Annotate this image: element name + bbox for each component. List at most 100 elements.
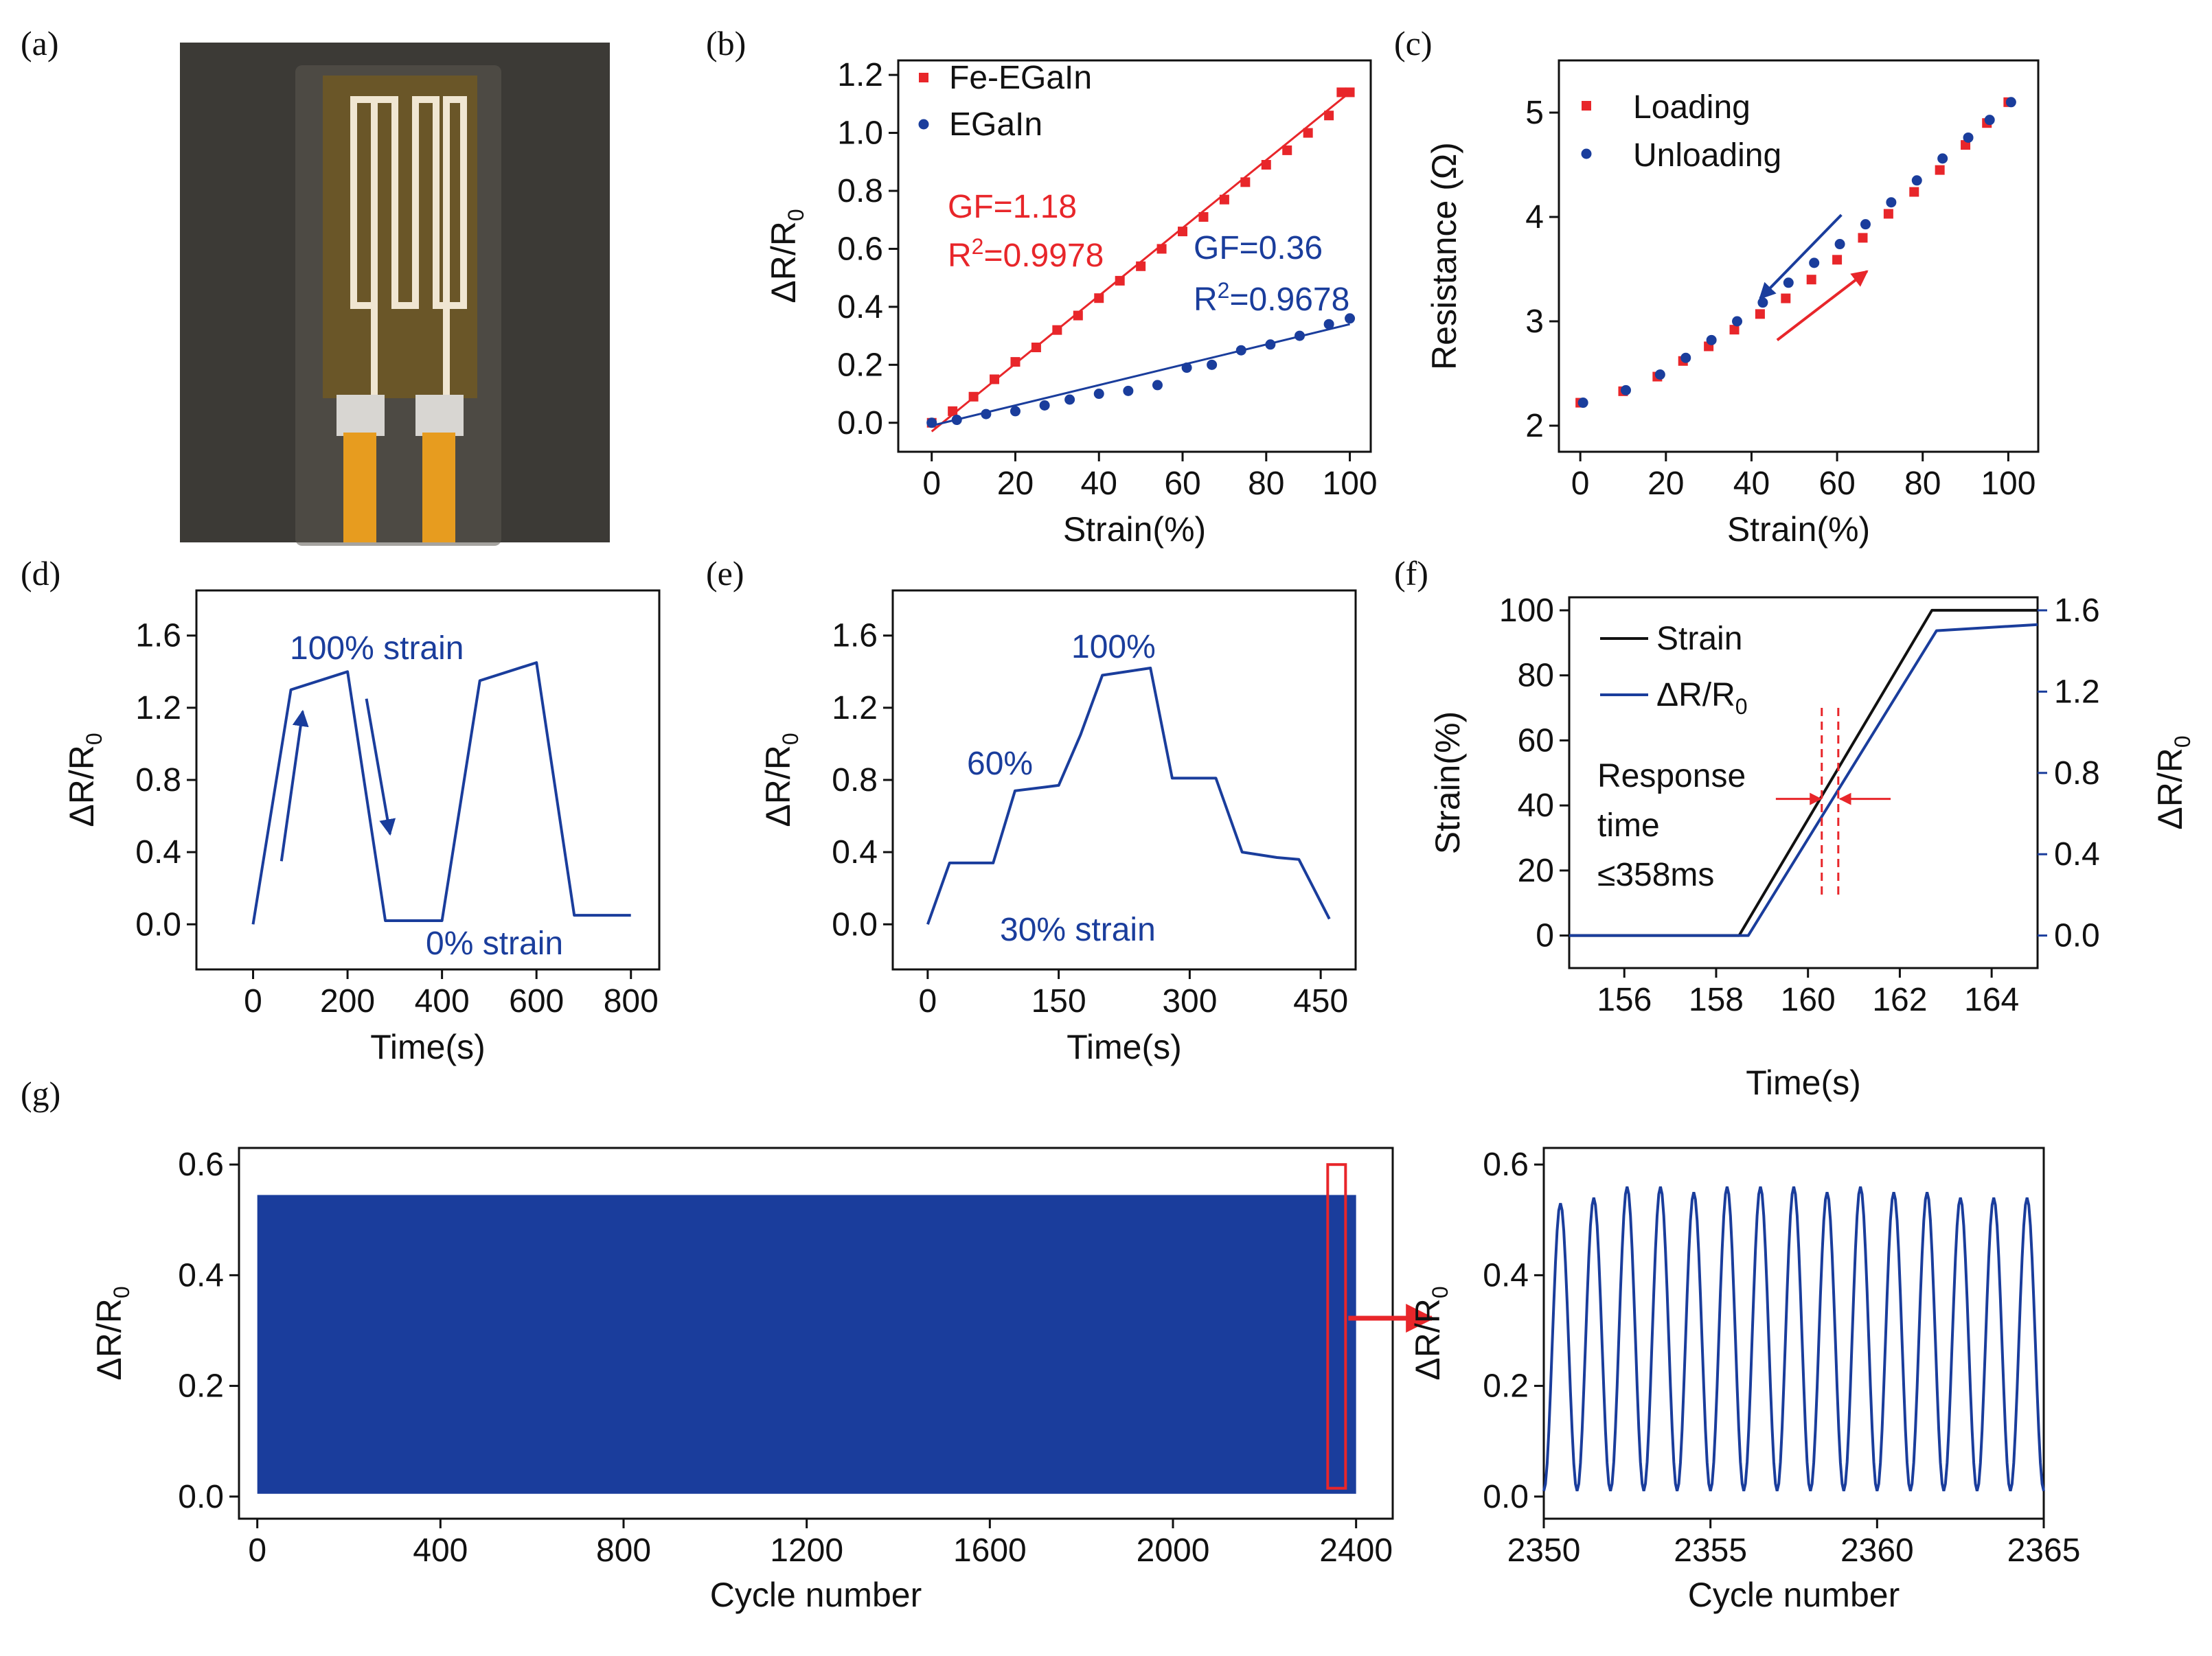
data-point: [1732, 316, 1743, 327]
data-point: [1240, 177, 1251, 187]
data-point: [1345, 313, 1356, 324]
legend-label: Loading: [1633, 89, 1751, 126]
x-tick-label: 158: [1689, 982, 1744, 1018]
x-tick-label: 20: [1647, 465, 1684, 502]
data-point: [1577, 398, 1588, 409]
gf-annotation: GF=1.18: [948, 189, 1077, 225]
data-point: [1783, 277, 1794, 288]
data-point: [1809, 257, 1820, 268]
x-axis-title: Time(s): [370, 1028, 486, 1066]
y-axis-title: ΔR/R0: [764, 209, 808, 303]
response-label: Response: [1597, 758, 1746, 794]
legend-label: ΔR/R0: [1656, 677, 1748, 719]
trend-arrow: [365, 698, 396, 836]
x-tick-label: 0: [244, 983, 262, 1020]
y-tick-label: 3: [1525, 303, 1544, 340]
chart-d: 0 200 400 600 800 0.0 0.4 0.8 1.2 1.6 Time(s) ΔR/R0…: [62, 589, 661, 1066]
x-tick-label: 150: [1031, 983, 1086, 1020]
chart-f: 156 158 160 162 164 0 20 40 60 80 100 Time(s) Strain…: [1428, 593, 2195, 1102]
y-tick-label: 0.2: [178, 1368, 224, 1405]
y-tick-label: 40: [1518, 787, 1554, 824]
data-point: [1729, 325, 1740, 335]
y-right-tick-label: 1.6: [2054, 593, 2100, 629]
x-axis-title: Cycle number: [1688, 1576, 1900, 1614]
x-tick-label: 0: [1571, 465, 1590, 502]
data-point: [1806, 275, 1816, 285]
legend-label: EGaIn: [949, 106, 1042, 143]
x-tick-label: 100: [1981, 465, 2036, 502]
y-tick-label: 0.8: [135, 762, 181, 798]
x-tick-label: 162: [1872, 982, 1927, 1018]
chart-b: 0 20 40 60 80 100 0.0 0.2 0.4 0.6 0.8 1.0 1.2 Strain(…: [764, 57, 1378, 549]
panel-label-f: (f): [1394, 554, 1428, 593]
data-point: [1115, 275, 1125, 286]
panel-label-g: (g): [21, 1074, 60, 1113]
legend-label: Fe-EGaIn: [949, 60, 1092, 96]
data-point: [1860, 219, 1871, 230]
data-point: [1911, 175, 1922, 186]
data-point: [1219, 194, 1229, 205]
fit-line: [931, 323, 1350, 427]
trend-arrow: [1776, 270, 1869, 341]
series-line: [1542, 1186, 2045, 1492]
y-axis-title: Resistance (Ω): [1425, 142, 1463, 370]
data-point: [1123, 385, 1134, 396]
x-tick-label: 300: [1162, 983, 1217, 1020]
data-point: [1834, 239, 1845, 250]
annotation-100-strain: 100% strain: [290, 630, 464, 667]
data-point: [1963, 132, 1974, 143]
data-point: [1984, 115, 1995, 126]
y-tick-label: 0.4: [837, 289, 883, 325]
y-axis-title: ΔR/R0: [62, 733, 106, 827]
y-tick-label: 0.0: [832, 906, 878, 943]
data-point: [968, 391, 979, 402]
annotation-100: 100%: [1071, 629, 1156, 665]
data-point: [1235, 345, 1246, 356]
plot-frame: [1568, 596, 2039, 969]
data-point: [1886, 197, 1897, 208]
data-point: [1031, 343, 1041, 352]
y-axis-title: ΔR/R0: [90, 1286, 134, 1380]
data-point: [1039, 400, 1050, 411]
x-tick-label: 200: [320, 983, 375, 1020]
data-point: [1282, 145, 1292, 155]
y-tick-label: 0: [1536, 918, 1554, 954]
y-right-tick-label: 0.4: [2054, 836, 2100, 873]
plot-frame: [1558, 59, 2040, 453]
x-axis-title: Strain(%): [1063, 510, 1206, 549]
y-right-tick-label: 1.2: [2054, 674, 2100, 710]
y-tick-label: 0.8: [832, 762, 878, 798]
y-tick-label: 1.2: [837, 57, 883, 93]
photo-sensor-icon: [180, 43, 610, 546]
data-point: [990, 374, 1000, 384]
data-point: [1680, 352, 1691, 363]
x-tick-label: 20: [997, 465, 1034, 502]
data-point: [1010, 406, 1021, 417]
data-point: [2005, 97, 2016, 108]
y-tick-label: 0.4: [832, 834, 878, 871]
x-tick-label: 800: [596, 1532, 651, 1569]
trend-arrow: [280, 709, 309, 862]
y-axis-title: Strain(%): [1428, 711, 1467, 854]
chart-g-right: 2350 2355 2360 2365 0.0 0.2 0.4 0.6 Cycle number…: [1409, 1147, 2080, 1614]
y-tick-label: 0.4: [178, 1257, 224, 1293]
x-tick-label: 40: [1733, 465, 1770, 502]
panel-label-b: (b): [706, 24, 746, 62]
chart-e: 0 150 300 450 0.0 0.4 0.8 1.2 1.6 Time(s) ΔR/R0 100…: [759, 589, 1357, 1066]
panel-label-d: (d): [21, 554, 60, 593]
data-point: [1073, 310, 1083, 321]
data-point: [1261, 160, 1271, 170]
trend-arrow: [1759, 214, 1843, 300]
y-tick-label: 0.0: [178, 1479, 224, 1515]
y-tick-label: 1.6: [832, 618, 878, 654]
y-tick-label: 0.6: [837, 231, 883, 267]
y-tick-label: 20: [1518, 853, 1554, 889]
data-point: [1265, 339, 1276, 350]
y-tick-label: 0.0: [1483, 1479, 1529, 1515]
y-tick-label: 0.2: [1483, 1368, 1529, 1405]
x-tick-label: 60: [1818, 465, 1855, 502]
data-point: [1052, 325, 1062, 335]
series-line: [926, 667, 1331, 925]
y-tick-label: 1.0: [837, 115, 883, 152]
